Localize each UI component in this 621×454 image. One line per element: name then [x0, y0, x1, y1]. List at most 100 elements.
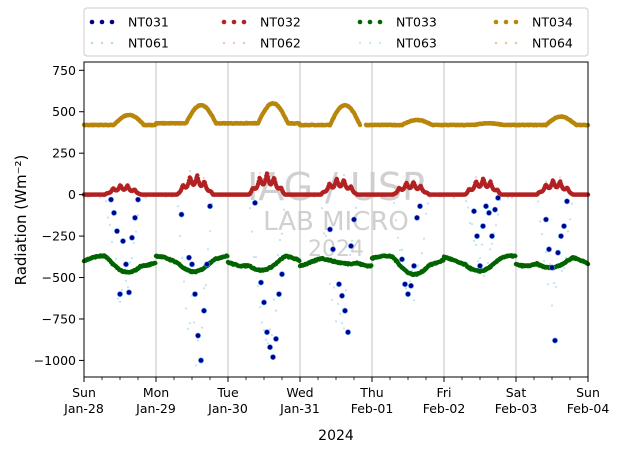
legend-marker — [494, 41, 498, 45]
data-point — [417, 203, 423, 210]
legend-item: NT032 — [221, 15, 301, 30]
data-point — [488, 248, 492, 251]
data-point — [546, 283, 550, 286]
legend-marker — [503, 19, 509, 25]
legend-marker — [241, 19, 247, 25]
data-point — [426, 202, 430, 205]
y-tick-label: 0 — [68, 187, 76, 202]
data-point — [129, 234, 135, 241]
series-nt031 — [108, 194, 570, 364]
legend-marker — [357, 19, 363, 25]
data-point — [184, 307, 188, 310]
data-point — [490, 242, 494, 245]
legend-item: NT063 — [358, 36, 437, 51]
data-point — [116, 297, 120, 300]
data-point — [404, 178, 408, 182]
data-point — [540, 233, 544, 236]
x-tick-day: Tue — [216, 385, 239, 400]
legend-marker — [222, 41, 226, 45]
legend-label: NT063 — [396, 36, 437, 51]
data-point — [123, 261, 129, 268]
data-point — [108, 196, 114, 203]
data-point — [195, 173, 200, 178]
x-tick-day: Sun — [72, 385, 96, 400]
data-point — [471, 208, 477, 215]
data-point — [186, 327, 190, 330]
data-point — [424, 212, 428, 215]
data-point — [549, 264, 555, 271]
legend-marker — [514, 41, 518, 45]
data-point — [552, 282, 556, 285]
legend-item: NT064 — [494, 36, 573, 51]
data-point — [416, 264, 420, 267]
x-tick-day: Sat — [506, 385, 527, 400]
legend-marker — [493, 19, 499, 25]
data-point — [495, 194, 501, 201]
data-point — [486, 261, 490, 264]
legend-box — [83, 7, 589, 57]
data-point — [225, 254, 230, 259]
data-point — [206, 248, 210, 251]
data-point — [207, 203, 213, 210]
data-point — [548, 263, 552, 266]
series-layer — [81, 101, 591, 367]
legend-item: NT033 — [357, 15, 437, 30]
y-tick-label: 250 — [52, 146, 76, 161]
data-point — [252, 255, 256, 259]
series-nt061 — [82, 193, 590, 367]
legend-marker — [221, 19, 227, 25]
data-point — [405, 291, 411, 297]
data-point — [204, 261, 210, 268]
legend-label: NT062 — [260, 36, 301, 51]
data-point — [134, 230, 138, 233]
data-point — [478, 257, 482, 260]
data-point — [98, 196, 102, 199]
legend: NT031 NT032 NT033 NT034 NT061 NT062 NT063 NT064 — [83, 7, 589, 57]
data-point — [358, 196, 362, 199]
legend-marker — [89, 19, 95, 25]
x-axis: SunJan-28MonJan-29TueJan-30WedJan-31ThuF… — [63, 377, 609, 416]
data-point — [153, 260, 158, 266]
data-point — [336, 302, 340, 305]
data-point — [202, 287, 206, 290]
data-point — [273, 335, 279, 342]
legend-marker — [378, 41, 382, 45]
data-point — [496, 213, 500, 216]
data-point — [270, 334, 274, 337]
data-point — [336, 281, 342, 288]
data-point — [468, 221, 472, 225]
data-point — [357, 122, 363, 128]
data-point — [200, 326, 204, 329]
data-point — [474, 243, 478, 247]
data-point — [555, 249, 561, 256]
data-point — [204, 284, 208, 287]
data-point — [342, 307, 348, 314]
data-point — [369, 263, 374, 268]
data-point — [188, 170, 192, 173]
data-point — [550, 304, 554, 307]
legend-marker — [242, 41, 246, 45]
data-point — [392, 201, 396, 204]
series-nt034 — [81, 101, 591, 128]
legend-marker — [90, 41, 94, 45]
x-axis-label: 2024 — [318, 428, 354, 444]
data-point — [408, 282, 414, 289]
data-point — [411, 262, 417, 269]
data-point — [180, 256, 184, 259]
y-tick-label: −750 — [42, 311, 76, 326]
data-point — [128, 261, 132, 264]
data-point — [442, 196, 446, 199]
data-point — [108, 223, 112, 226]
data-point — [120, 288, 124, 291]
data-point — [422, 237, 426, 240]
y-axis: −1000 −750 −500 −250 0 250 500 750 — [34, 63, 84, 368]
data-point — [198, 357, 204, 364]
data-point — [104, 200, 108, 203]
data-point — [132, 214, 138, 221]
data-point — [408, 280, 412, 283]
x-tick-label: Jan-29 — [135, 401, 176, 416]
data-point — [342, 174, 346, 177]
data-point — [188, 322, 192, 325]
